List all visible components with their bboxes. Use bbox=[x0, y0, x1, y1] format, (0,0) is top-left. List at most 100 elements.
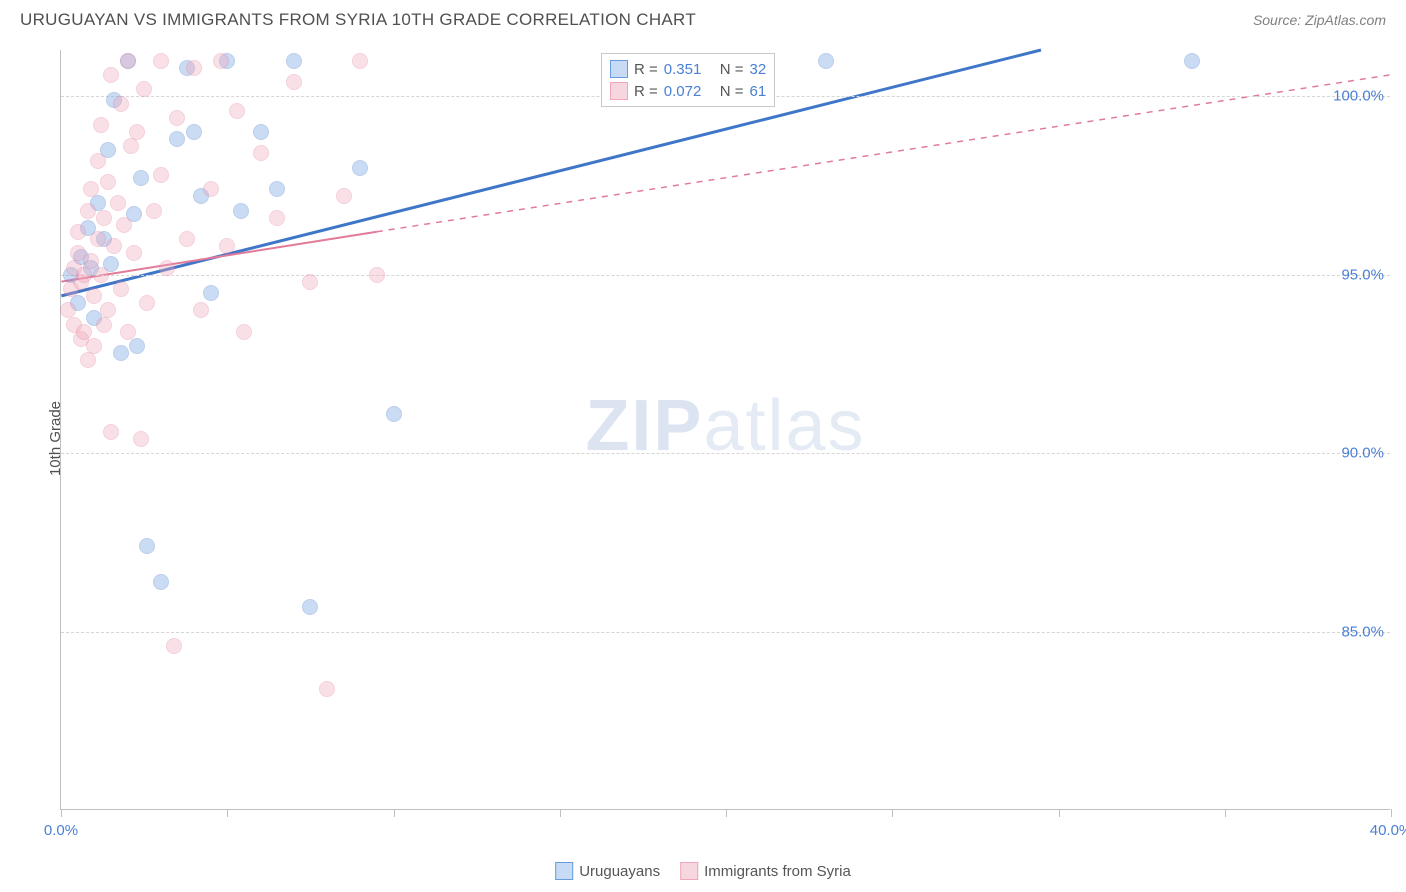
x-tick bbox=[560, 809, 561, 817]
scatter-point bbox=[186, 124, 202, 140]
x-tick bbox=[1059, 809, 1060, 817]
scatter-point bbox=[179, 231, 195, 247]
scatter-point bbox=[159, 260, 175, 276]
scatter-point bbox=[93, 267, 109, 283]
scatter-point bbox=[106, 238, 122, 254]
scatter-point bbox=[139, 538, 155, 554]
scatter-point bbox=[153, 53, 169, 69]
gridline-h bbox=[61, 275, 1390, 276]
scatter-point bbox=[352, 160, 368, 176]
scatter-point bbox=[153, 167, 169, 183]
legend-n-value: 61 bbox=[750, 83, 767, 100]
legend-label: Immigrants from Syria bbox=[704, 863, 851, 880]
scatter-point bbox=[83, 253, 99, 269]
scatter-point bbox=[133, 431, 149, 447]
legend-bottom-item: Immigrants from Syria bbox=[680, 862, 851, 880]
x-tick bbox=[726, 809, 727, 817]
scatter-point bbox=[129, 338, 145, 354]
scatter-point bbox=[133, 170, 149, 186]
trend-line-extension bbox=[377, 75, 1390, 232]
legend-top-row: R =0.072N =61 bbox=[610, 80, 766, 102]
scatter-point bbox=[286, 53, 302, 69]
scatter-point bbox=[76, 267, 92, 283]
gridline-h bbox=[61, 632, 1390, 633]
chart-title: URUGUAYAN VS IMMIGRANTS FROM SYRIA 10TH … bbox=[20, 10, 696, 30]
scatter-point bbox=[116, 217, 132, 233]
y-tick-label: 90.0% bbox=[1341, 445, 1384, 462]
scatter-point bbox=[369, 267, 385, 283]
legend-n-label: N = bbox=[720, 61, 744, 78]
scatter-point bbox=[386, 406, 402, 422]
scatter-point bbox=[219, 238, 235, 254]
scatter-point bbox=[96, 210, 112, 226]
scatter-point bbox=[80, 352, 96, 368]
trend-line bbox=[61, 50, 1041, 296]
legend-swatch bbox=[555, 862, 573, 880]
scatter-point bbox=[269, 181, 285, 197]
chart-plot-area: ZIPatlas 85.0%90.0%95.0%100.0%0.0%40.0%R… bbox=[60, 50, 1390, 810]
gridline-h bbox=[61, 453, 1390, 454]
x-tick bbox=[394, 809, 395, 817]
source-label: Source: ZipAtlas.com bbox=[1253, 12, 1386, 28]
scatter-point bbox=[153, 574, 169, 590]
scatter-point bbox=[1184, 53, 1200, 69]
scatter-point bbox=[236, 324, 252, 340]
scatter-point bbox=[229, 103, 245, 119]
chart-header: URUGUAYAN VS IMMIGRANTS FROM SYRIA 10TH … bbox=[0, 0, 1406, 35]
scatter-point bbox=[269, 210, 285, 226]
scatter-point bbox=[169, 131, 185, 147]
scatter-point bbox=[336, 188, 352, 204]
scatter-point bbox=[90, 231, 106, 247]
scatter-point bbox=[100, 174, 116, 190]
legend-r-label: R = bbox=[634, 83, 658, 100]
scatter-point bbox=[253, 145, 269, 161]
legend-n-value: 32 bbox=[750, 61, 767, 78]
scatter-point bbox=[96, 317, 112, 333]
scatter-point bbox=[146, 203, 162, 219]
legend-swatch bbox=[610, 82, 628, 100]
legend-r-value: 0.351 bbox=[664, 61, 714, 78]
scatter-point bbox=[86, 338, 102, 354]
legend-bottom-item: Uruguayans bbox=[555, 862, 660, 880]
legend-top-row: R =0.351N =32 bbox=[610, 58, 766, 80]
scatter-point bbox=[120, 53, 136, 69]
scatter-point bbox=[76, 324, 92, 340]
scatter-point bbox=[120, 324, 136, 340]
legend-top: R = 0.351 N = 32 R =0.072N =61 bbox=[601, 53, 775, 107]
scatter-point bbox=[83, 181, 99, 197]
x-tick bbox=[61, 809, 62, 817]
scatter-point bbox=[136, 81, 152, 97]
scatter-point bbox=[129, 124, 145, 140]
scatter-point bbox=[103, 67, 119, 83]
scatter-point bbox=[139, 295, 155, 311]
legend-swatch bbox=[610, 60, 628, 78]
legend-label: Uruguayans bbox=[579, 863, 660, 880]
scatter-point bbox=[286, 74, 302, 90]
scatter-point bbox=[113, 281, 129, 297]
trend-lines-svg bbox=[61, 50, 1390, 809]
scatter-point bbox=[86, 288, 102, 304]
scatter-point bbox=[319, 681, 335, 697]
scatter-point bbox=[253, 124, 269, 140]
scatter-point bbox=[126, 245, 142, 261]
scatter-point bbox=[100, 302, 116, 318]
scatter-point bbox=[169, 110, 185, 126]
x-tick bbox=[227, 809, 228, 817]
scatter-point bbox=[113, 96, 129, 112]
scatter-point bbox=[93, 117, 109, 133]
scatter-point bbox=[113, 345, 129, 361]
x-tick bbox=[892, 809, 893, 817]
scatter-point bbox=[233, 203, 249, 219]
scatter-point bbox=[123, 138, 139, 154]
scatter-point bbox=[103, 424, 119, 440]
x-tick bbox=[1391, 809, 1392, 817]
scatter-point bbox=[203, 181, 219, 197]
x-tick-label: 0.0% bbox=[44, 822, 78, 839]
y-tick-label: 100.0% bbox=[1333, 88, 1384, 105]
scatter-point bbox=[193, 302, 209, 318]
x-tick-label: 40.0% bbox=[1370, 822, 1406, 839]
scatter-point bbox=[302, 599, 318, 615]
scatter-point bbox=[186, 60, 202, 76]
legend-bottom: Uruguayans Immigrants from Syria bbox=[555, 862, 851, 880]
x-tick bbox=[1225, 809, 1226, 817]
